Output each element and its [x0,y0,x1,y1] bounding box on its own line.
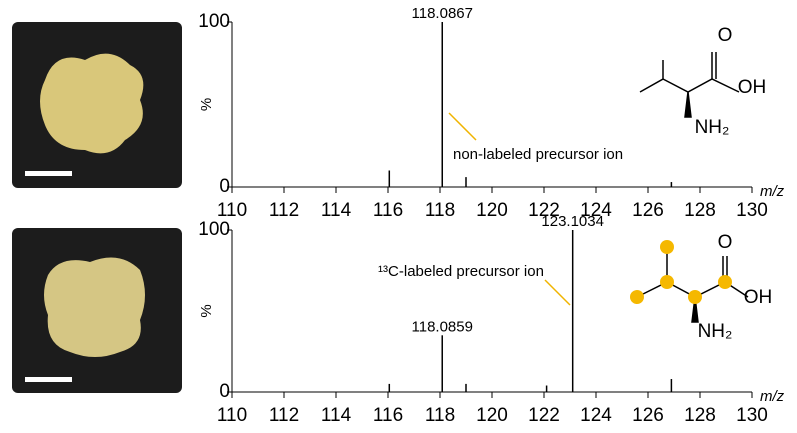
y-tick-label: 0 [219,176,230,197]
annotation: ¹³C-labeled precursor ion [378,263,544,280]
structure [639,52,740,118]
x-tick-label: 122 [528,405,560,426]
x-tick-label: 112 [269,405,299,426]
x-tick-label: 114 [321,405,352,426]
x-tick-label: 130 [736,405,768,426]
atom-label: NH₂ [695,117,730,138]
peak-label: 118.0867 [412,5,473,22]
photo [12,228,182,393]
annotation-line [448,112,477,141]
x-tick-label: 110 [217,405,247,426]
peak-label: 118.0859 [412,318,473,335]
x-tick-label: 128 [684,200,716,221]
x-tick-label: 114 [321,200,352,221]
y-tick-label: 100 [198,219,230,240]
y-axis-label: % [198,304,215,317]
peak-label: 123.1034 [541,213,604,230]
y-axis-label: % [198,98,215,111]
annotation: non-labeled precursor ion [453,146,623,163]
x-tick-label: 110 [217,200,247,221]
x-tick-label: 120 [476,200,508,221]
annotation-line [544,279,571,306]
structure [630,240,749,323]
y-tick-label: 0 [219,381,230,402]
x-axis-label: m/z [760,388,785,405]
x-axis-label: m/z [760,183,785,200]
x-tick-label: 116 [373,200,403,221]
x-tick-label: 124 [580,405,612,426]
x-tick-label: 124 [580,200,612,221]
x-tick-label: 112 [269,200,299,221]
x-tick-label: 116 [373,405,403,426]
y-tick-label: 100 [198,11,230,32]
x-tick-label: 126 [632,200,664,221]
atom-label: O [718,232,733,253]
photo [12,22,182,188]
x-tick-label: 118 [425,405,455,426]
atom-label: NH₂ [698,321,733,342]
x-tick-label: 128 [684,405,716,426]
atom-label: OH [738,77,767,98]
x-tick-label: 122 [528,200,560,221]
x-tick-label: 120 [476,405,508,426]
x-tick-label: 118 [425,200,455,221]
x-tick-label: 126 [632,405,664,426]
atom-label: O [718,25,733,46]
x-tick-label: 130 [736,200,768,221]
atom-label: OH [744,287,773,308]
